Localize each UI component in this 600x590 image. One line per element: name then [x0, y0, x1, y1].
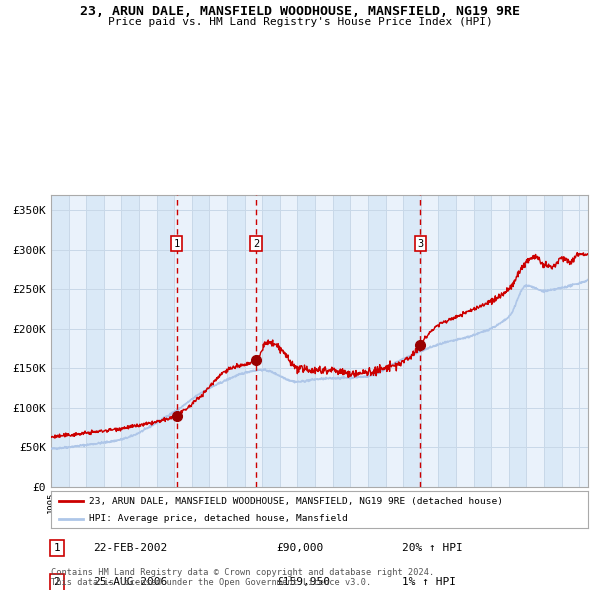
Bar — [544, 195, 562, 487]
Bar — [121, 195, 139, 487]
Text: 1: 1 — [173, 238, 179, 248]
Bar — [439, 195, 456, 487]
Bar — [333, 195, 350, 487]
Bar — [157, 195, 174, 487]
Bar — [509, 195, 526, 487]
Text: £159,950: £159,950 — [276, 578, 330, 587]
Text: 23, ARUN DALE, MANSFIELD WOODHOUSE, MANSFIELD, NG19 9RE: 23, ARUN DALE, MANSFIELD WOODHOUSE, MANS… — [80, 5, 520, 18]
Text: 1: 1 — [53, 543, 61, 553]
Bar — [262, 195, 280, 487]
Bar — [51, 195, 68, 487]
Bar — [403, 195, 421, 487]
Bar — [473, 195, 491, 487]
Text: Contains HM Land Registry data © Crown copyright and database right 2024.
This d: Contains HM Land Registry data © Crown c… — [51, 568, 434, 587]
Text: HPI: Average price, detached house, Mansfield: HPI: Average price, detached house, Mans… — [89, 514, 347, 523]
Text: 25-AUG-2006: 25-AUG-2006 — [93, 578, 167, 587]
Bar — [86, 195, 104, 487]
Bar — [192, 195, 209, 487]
Text: 23, ARUN DALE, MANSFIELD WOODHOUSE, MANSFIELD, NG19 9RE (detached house): 23, ARUN DALE, MANSFIELD WOODHOUSE, MANS… — [89, 497, 503, 506]
Text: Price paid vs. HM Land Registry's House Price Index (HPI): Price paid vs. HM Land Registry's House … — [107, 17, 493, 27]
Text: 2: 2 — [253, 238, 259, 248]
Bar — [298, 195, 315, 487]
Bar — [227, 195, 245, 487]
Text: 22-FEB-2002: 22-FEB-2002 — [93, 543, 167, 553]
Text: £90,000: £90,000 — [276, 543, 323, 553]
Text: 20% ↑ HPI: 20% ↑ HPI — [402, 543, 463, 553]
Bar — [368, 195, 386, 487]
Text: 2: 2 — [53, 578, 61, 587]
Text: 1% ↑ HPI: 1% ↑ HPI — [402, 578, 456, 587]
Text: 3: 3 — [417, 238, 424, 248]
